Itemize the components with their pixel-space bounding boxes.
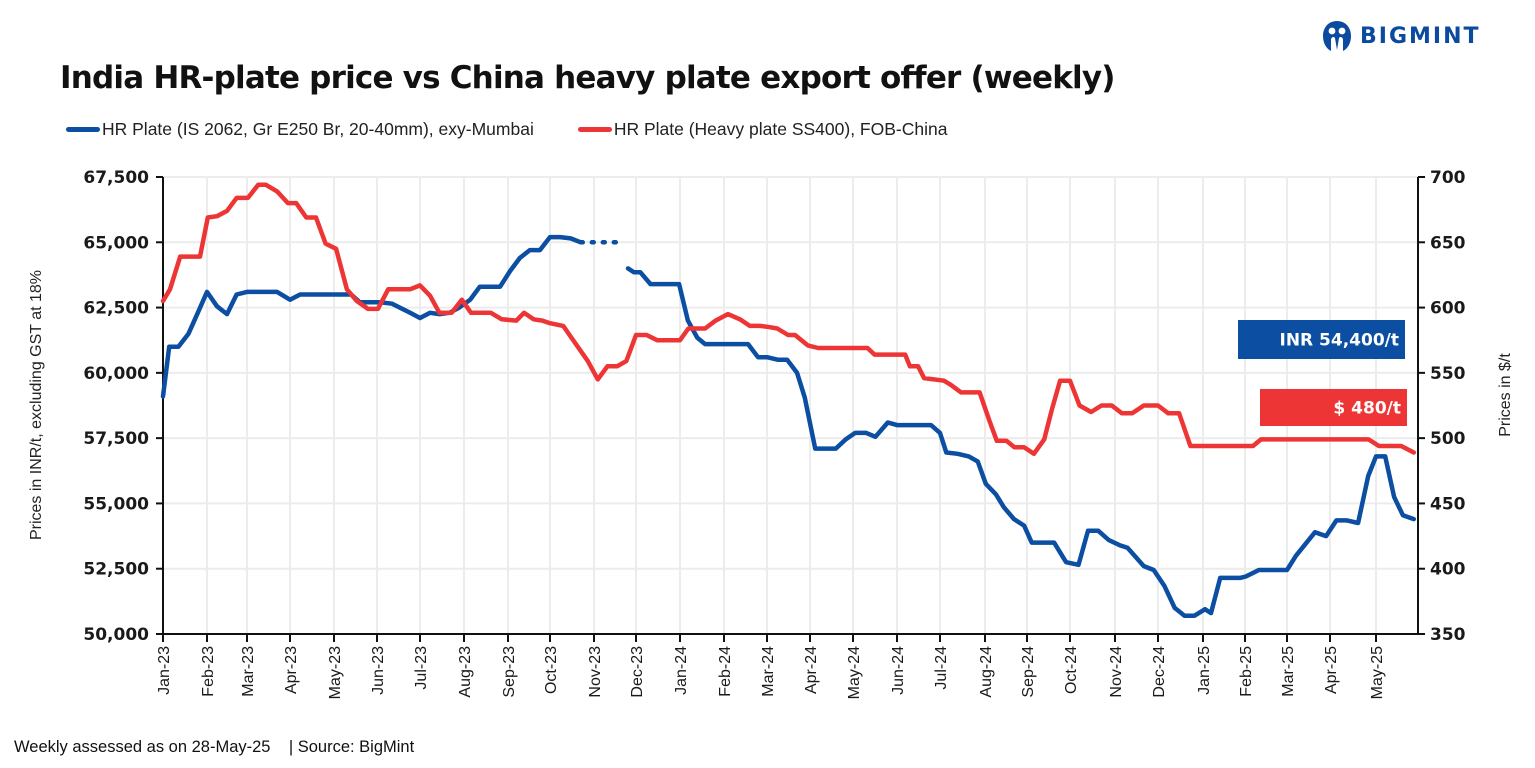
x-axis-labels: Jan-23 Feb-23 Mar-23 Apr-23 May-23 Jun-23 Jul-…	[156, 646, 1386, 699]
x-tick-label: Oct-24	[1063, 646, 1080, 694]
x-tick-label: Nov-23	[587, 646, 604, 698]
grid	[163, 176, 1418, 635]
y-tick-label-right: 700	[1430, 168, 1466, 188]
x-tick-label: Mar-25	[1280, 646, 1297, 697]
x-tick-label: Apr-24	[803, 646, 820, 694]
series-lines	[160, 182, 1417, 618]
y-tick-label-right: 600	[1430, 299, 1466, 319]
x-tick-label: Mar-23	[240, 646, 257, 697]
y-axis-right-labels: 350 400 450 500 550 600 650 700	[1430, 168, 1466, 645]
x-tick-label: Apr-23	[283, 646, 300, 694]
x-tick-label: Sep-24	[1020, 646, 1037, 698]
bigmint-logo-icon	[1323, 21, 1351, 51]
callout-box-usd	[1260, 389, 1407, 426]
x-tick-label: Sep-23	[501, 646, 518, 698]
legend-swatch-india	[66, 127, 100, 132]
axes	[156, 176, 1425, 642]
chart-title: India HR-plate price vs China heavy plat…	[60, 60, 1115, 96]
x-tick-label: Feb-25	[1238, 646, 1255, 697]
legend-label-china: HR Plate (Heavy plate SS400), FOB-China	[613, 119, 948, 139]
series-line-india-solid-1	[160, 234, 584, 399]
y-tick-label-left: 65,000	[83, 233, 149, 253]
footer-note: Weekly assessed as on 28-May-25	[14, 738, 271, 756]
x-tick-label: Oct-23	[543, 646, 560, 694]
x-tick-label: Nov-24	[1108, 646, 1125, 698]
x-tick-label: Jul-23	[413, 646, 430, 690]
callout-label-usd: $ 480/t	[1333, 399, 1401, 419]
legend-item-china: HR Plate (Heavy plate SS400), FOB-China	[577, 119, 948, 140]
chart-footer: Weekly assessed as on 28-May-25 | Source…	[14, 738, 414, 757]
x-tick-label: Jun-24	[890, 646, 907, 695]
y-tick-label-left: 67,500	[83, 168, 149, 188]
x-tick-label: Aug-23	[457, 646, 474, 698]
x-tick-label: Jun-23	[370, 646, 387, 695]
callout-label-inr: INR 54,400/t	[1280, 331, 1400, 351]
x-tick-label: May-23	[327, 646, 344, 699]
y-tick-label-right: 500	[1430, 429, 1466, 449]
footer-separator: |	[288, 738, 294, 756]
y-axis-right-title: Prices in $/t	[1497, 353, 1514, 437]
y-tick-label-right: 650	[1430, 233, 1466, 253]
y-axis-left-title: Prices in INR/t, excluding GST at 18%	[28, 270, 45, 540]
x-tick-label: Feb-23	[200, 646, 217, 697]
x-tick-label: May-25	[1369, 646, 1386, 699]
x-tick-label: Dec-24	[1151, 646, 1168, 698]
brand-name: BIGMINT	[1360, 23, 1481, 49]
y-tick-label-right: 400	[1430, 560, 1466, 580]
x-tick-label: Jan-25	[1196, 646, 1213, 695]
y-tick-label-left: 60,000	[83, 364, 149, 384]
legend-item-india: HR Plate (IS 2062, Gr E250 Br, 20-40mm),…	[66, 119, 534, 140]
callout-box-inr	[1238, 320, 1405, 359]
x-tick-label: Dec-23	[629, 646, 646, 698]
y-axis-left-labels: 50,000 52,500 55,000 57,500 60,000 62,500 65,0…	[83, 168, 149, 645]
callouts: INR 54,400/t $ 480/t	[1238, 320, 1407, 426]
x-tick-label: Apr-25	[1323, 646, 1340, 694]
x-tick-label: Jan-23	[156, 646, 173, 695]
y-tick-label-left: 62,500	[83, 299, 149, 319]
y-tick-label-right: 350	[1430, 625, 1466, 645]
x-tick-label: Jul-24	[933, 646, 950, 690]
legend-swatch-china	[577, 127, 612, 132]
legend-label-india: HR Plate (IS 2062, Gr E250 Br, 20-40mm),…	[102, 119, 534, 139]
y-tick-label-left: 52,500	[83, 560, 149, 580]
y-tick-label-left: 57,500	[83, 429, 149, 449]
y-tick-label-left: 55,000	[83, 494, 149, 514]
chart-legend: HR Plate (IS 2062, Gr E250 Br, 20-40mm),…	[66, 119, 947, 140]
x-tick-label: Feb-24	[717, 646, 734, 697]
series-line-india-solid-2	[625, 266, 1417, 618]
y-tick-label-right: 550	[1430, 364, 1466, 384]
y-tick-label-right: 450	[1430, 494, 1466, 514]
x-tick-label: Aug-24	[978, 646, 995, 698]
x-tick-label: May-24	[846, 646, 863, 699]
x-tick-label: Mar-24	[760, 646, 777, 697]
y-tick-label-left: 50,000	[83, 625, 149, 645]
x-tick-label: Jan-24	[673, 646, 690, 695]
series-line-china	[160, 182, 1417, 457]
footer-source: Source: BigMint	[297, 738, 415, 756]
brand-logo: BIGMINT	[1322, 20, 1481, 52]
